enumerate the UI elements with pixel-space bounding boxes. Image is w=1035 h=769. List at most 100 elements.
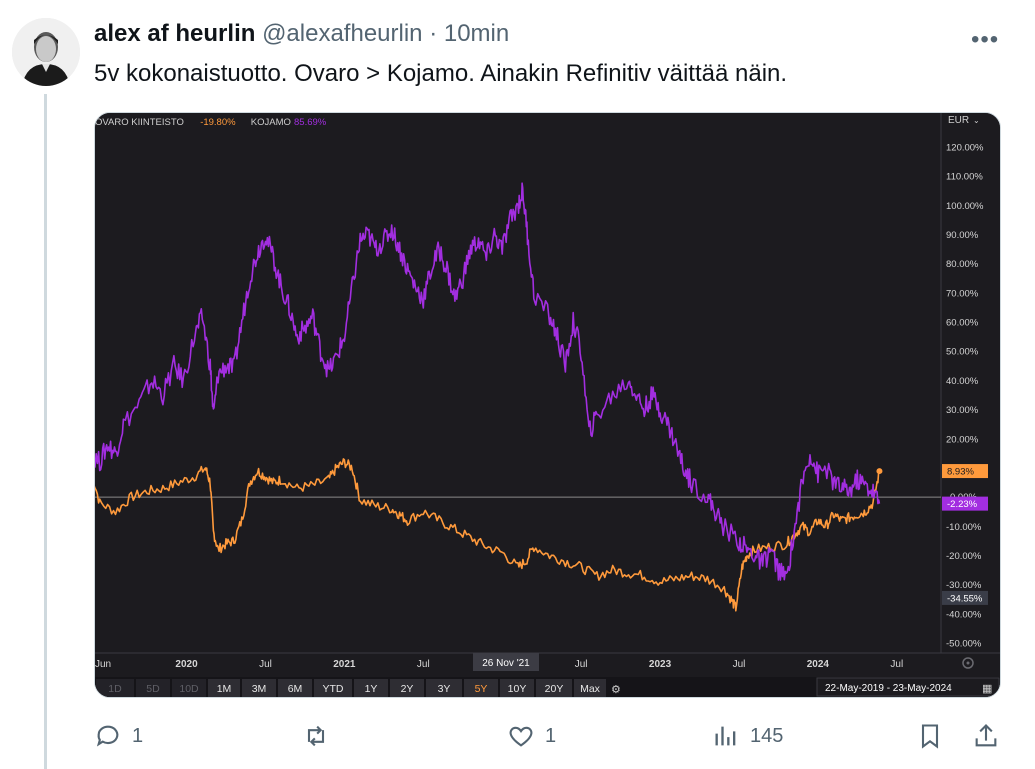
reply-button[interactable]: 1 bbox=[94, 722, 143, 750]
legend-series-value: -19.80% bbox=[200, 117, 236, 128]
timeframe-button[interactable] bbox=[314, 679, 352, 697]
y-tick-label: 110.00% bbox=[946, 172, 983, 183]
y-tick-label: 120.00% bbox=[946, 143, 984, 154]
y-tick-label: -40.00% bbox=[946, 609, 982, 620]
legend-series-value: 85.69% bbox=[294, 117, 327, 128]
chart-legend: OVARO KIINTEISTO -19.80% KOJAMO 85.69% bbox=[95, 117, 327, 128]
series-line-ovaro bbox=[95, 458, 880, 612]
x-tick-label: Jun bbox=[95, 659, 111, 670]
price-chart: 120.00% 110.00% 100.00% 90.00% 80.00% 70.00% 6… bbox=[95, 113, 1000, 697]
timeframe-label: 3Y bbox=[438, 683, 451, 695]
post-time[interactable]: 10min bbox=[443, 20, 510, 47]
bookmark-button[interactable] bbox=[916, 722, 944, 750]
end-label-text: -34.55% bbox=[947, 593, 983, 604]
timeframe-button[interactable] bbox=[536, 679, 572, 697]
share-button[interactable] bbox=[972, 722, 1000, 750]
date-range: 22-May-2019 - 23-May-2024 bbox=[825, 683, 952, 694]
timeframe-button[interactable] bbox=[390, 679, 424, 697]
timeframe-button[interactable] bbox=[354, 679, 388, 697]
x-tick-label: Jul bbox=[575, 659, 588, 670]
end-label-text: -2.23% bbox=[947, 499, 978, 510]
series-end-marker bbox=[876, 468, 883, 475]
avatar-photo bbox=[12, 18, 80, 86]
author-handle[interactable]: @alexafheurlin bbox=[262, 20, 423, 47]
y-tick-label: 100.00% bbox=[946, 201, 984, 212]
more-icon[interactable]: ••• bbox=[971, 26, 1000, 53]
y-tick-label: 80.00% bbox=[946, 259, 979, 270]
y-tick-label: -20.00% bbox=[946, 551, 982, 562]
timeframe-button[interactable] bbox=[278, 679, 312, 697]
chart-image[interactable]: 120.00% 110.00% 100.00% 90.00% 80.00% 70.00% 6… bbox=[94, 112, 1001, 698]
currency-selector[interactable]: EUR ⌄ bbox=[948, 115, 980, 126]
analytics-icon bbox=[715, 726, 736, 746]
y-tick-label: -30.00% bbox=[946, 580, 982, 591]
y-tick-label: 70.00% bbox=[946, 288, 979, 299]
timeframe-button[interactable] bbox=[136, 679, 170, 697]
post-header: alex af heurlin @alexafheurlin · 10min bbox=[94, 20, 509, 48]
y-tick-label: 60.00% bbox=[946, 318, 979, 329]
author-name[interactable]: alex af heurlin bbox=[94, 20, 256, 47]
x-tick-label: 2023 bbox=[649, 659, 672, 670]
x-tick-label: Jul bbox=[733, 659, 746, 670]
repost-button[interactable] bbox=[302, 722, 330, 750]
like-count: 1 bbox=[545, 724, 557, 747]
timeframe-label: 20Y bbox=[545, 683, 564, 695]
series-layer bbox=[95, 182, 883, 612]
timeframe-label: 5Y bbox=[475, 683, 488, 695]
heart-icon bbox=[509, 726, 533, 747]
timeframe-label: 5D bbox=[146, 683, 160, 695]
x-tick-label: 2020 bbox=[175, 659, 198, 670]
timeframe-label: Max bbox=[580, 683, 601, 695]
y-tick-label: 20.00% bbox=[946, 434, 979, 445]
x-tick-label: 2024 bbox=[807, 659, 830, 670]
legend-series-name: OVARO KIINTEISTO bbox=[95, 117, 184, 128]
author-avatar[interactable] bbox=[12, 18, 80, 86]
views-button[interactable]: 145 bbox=[712, 722, 783, 750]
timeframe-label: YTD bbox=[323, 683, 344, 695]
x-tick-label: Jul bbox=[259, 659, 272, 670]
x-tick-label: 2021 bbox=[333, 659, 356, 670]
timeframe-button[interactable] bbox=[500, 679, 534, 697]
chevron-down-icon: ⌄ bbox=[973, 116, 980, 125]
end-label-badge bbox=[942, 464, 988, 479]
timeframe-buttons: 1D 5D 10D 1M 3M 6M YTD 1Y 2Y 3Y 5Y 10Y 20Y Max ⚙ bbox=[96, 679, 621, 697]
date-range-control[interactable]: 22-May-2019 - 23-May-2024 ▦ bbox=[816, 677, 1000, 697]
timeframe-button[interactable] bbox=[96, 679, 134, 697]
timeframe-label: 6M bbox=[288, 683, 303, 695]
legend-series-name: KOJAMO bbox=[251, 117, 291, 128]
x-axis: Jun 2020 Jul 2021 Jul Jul 2023 Jul 2024 Jul bbox=[95, 659, 903, 670]
timeframe-label: 10Y bbox=[508, 683, 527, 695]
calendar-icon: ▦ bbox=[982, 683, 992, 695]
x-tick-label: Jul bbox=[417, 659, 430, 670]
currency-label: EUR bbox=[948, 115, 969, 126]
timeframe-label: 1D bbox=[108, 683, 122, 695]
timeframe-label: 10D bbox=[179, 683, 199, 695]
like-button[interactable]: 1 bbox=[507, 722, 556, 750]
timeframe-button[interactable] bbox=[208, 679, 240, 697]
timeframe-label: 3M bbox=[252, 683, 267, 695]
y-tick-label: 40.00% bbox=[946, 376, 979, 387]
reply-icon bbox=[96, 725, 119, 747]
series-line-kojamo bbox=[95, 182, 881, 581]
chart-background bbox=[95, 113, 1000, 697]
timeframe-label: 1M bbox=[217, 683, 232, 695]
end-label-badge bbox=[942, 590, 988, 605]
timeframe-label: 2Y bbox=[401, 683, 414, 695]
y-tick-label: -10.00% bbox=[946, 522, 982, 533]
timeframe-button[interactable] bbox=[172, 679, 206, 697]
timeframe-settings-icon[interactable]: ⚙ bbox=[611, 684, 621, 696]
timeframe-button[interactable] bbox=[464, 679, 498, 697]
end-label-text: 8.93% bbox=[947, 467, 974, 478]
x-tick-label: Jul bbox=[890, 659, 903, 670]
end-label-badge bbox=[942, 496, 988, 511]
thread-line bbox=[44, 94, 47, 769]
separator-dot: · bbox=[429, 20, 438, 47]
crosshair-date: 26 Nov '21 bbox=[482, 658, 530, 669]
bookmark-icon bbox=[921, 724, 939, 749]
post-actions: 1 1 145 bbox=[0, 722, 1035, 758]
crosshair-date-badge: 26 Nov '21 bbox=[473, 653, 539, 671]
timeframe-button[interactable] bbox=[242, 679, 276, 697]
timeframe-button[interactable] bbox=[574, 679, 606, 697]
settings-icon[interactable] bbox=[962, 657, 974, 669]
timeframe-button[interactable] bbox=[426, 679, 462, 697]
